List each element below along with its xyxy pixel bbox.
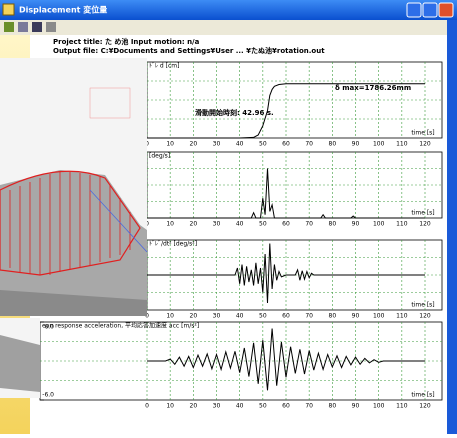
x-tick-label: 30 [213, 141, 221, 148]
x-tick-label: 60 [282, 141, 290, 148]
x-tick-label: 50 [259, 403, 267, 410]
x-tick-label: 110 [396, 403, 408, 410]
x-tick-label: 110 [396, 221, 408, 228]
x-tick-label: 100 [373, 313, 385, 320]
x-tick-label: 50 [259, 141, 267, 148]
x-tick-label: 30 [213, 313, 221, 320]
x-tick-label: 90 [352, 221, 360, 228]
x-tick-label: 20 [190, 403, 198, 410]
x-tick-label: 120 [419, 313, 431, 320]
tool-button[interactable] [46, 22, 56, 32]
x-tick-label: 90 [352, 141, 360, 148]
x-tick-label: 60 [282, 221, 290, 228]
x-tick-label: 110 [396, 141, 408, 148]
overlay-small-image [0, 318, 40, 398]
x-tick-label: 80 [329, 403, 337, 410]
y-axis-label: ﾄﾞﾚ d [cm] [149, 63, 179, 70]
y-axis-label: ﾄﾞﾚﾞ/dt² [deg/s²] [149, 241, 197, 248]
annotation: δ max=1786.26mm [335, 84, 411, 92]
x-tick-label: 90 [352, 313, 360, 320]
x-tick-label: 40 [236, 403, 244, 410]
x-axis-label: time [s] [411, 130, 434, 137]
y-tick-label: -6.0 [42, 392, 54, 399]
x-tick-label: 40 [236, 313, 244, 320]
app-window: Displacement 変位量 Project title: た め池 Inp… [0, 0, 457, 434]
x-tick-label: 60 [282, 313, 290, 320]
x-tick-label: 100 [373, 221, 385, 228]
x-tick-label: 60 [282, 403, 290, 410]
x-tick-label: 100 [373, 141, 385, 148]
x-tick-label: 110 [396, 313, 408, 320]
x-tick-label: 20 [190, 313, 198, 320]
x-tick-label: 50 [259, 313, 267, 320]
tool-button[interactable] [18, 22, 28, 32]
tool-button[interactable] [32, 22, 42, 32]
x-tick-label: 50 [259, 221, 267, 228]
x-tick-label: 70 [305, 403, 313, 410]
y-axis-label: ean response acceleration, 平均応答加速度 acc [… [42, 322, 199, 330]
x-tick-label: 40 [236, 221, 244, 228]
x-tick-label: 0 [145, 403, 149, 410]
annotation: 滑動開始時刻: 42.96 s. [195, 108, 274, 117]
x-tick-label: 70 [305, 313, 313, 320]
x-axis-label: time [s] [411, 302, 434, 309]
x-tick-label: 80 [329, 141, 337, 148]
minimize-button[interactable] [407, 3, 421, 17]
window-title: Displacement 変位量 [19, 5, 107, 15]
window-border [447, 20, 457, 434]
x-tick-label: 120 [419, 221, 431, 228]
tool-button[interactable] [4, 22, 14, 32]
x-tick-label: 80 [329, 313, 337, 320]
x-tick-label: 70 [305, 141, 313, 148]
x-tick-label: 10 [166, 221, 174, 228]
overlay-model-image [0, 58, 147, 316]
toolbar [0, 20, 447, 35]
x-tick-label: 10 [166, 403, 174, 410]
x-tick-label: 20 [190, 221, 198, 228]
close-button[interactable] [439, 3, 453, 17]
x-tick-label: 10 [166, 141, 174, 148]
x-tick-label: 120 [419, 141, 431, 148]
x-tick-label: 10 [166, 313, 174, 320]
x-tick-label: 70 [305, 221, 313, 228]
project-line: Project title: た め池 Input motion: n/a [53, 37, 200, 46]
x-tick-label: 90 [352, 403, 360, 410]
x-tick-label: 40 [236, 141, 244, 148]
x-axis-label: time [s] [411, 392, 434, 399]
x-tick-label: 120 [419, 403, 431, 410]
x-tick-label: 30 [213, 403, 221, 410]
maximize-button[interactable] [423, 3, 437, 17]
x-axis-label: time [s] [411, 210, 434, 217]
app-icon [3, 4, 14, 15]
output-line: Output file: C:¥Documents and Settings¥U… [53, 46, 325, 55]
x-tick-label: 100 [373, 403, 385, 410]
x-tick-label: 80 [329, 221, 337, 228]
x-tick-label: 30 [213, 221, 221, 228]
x-tick-label: 20 [190, 141, 198, 148]
slope-model [0, 335, 40, 392]
y-axis-label: [deg/s] [149, 153, 170, 160]
